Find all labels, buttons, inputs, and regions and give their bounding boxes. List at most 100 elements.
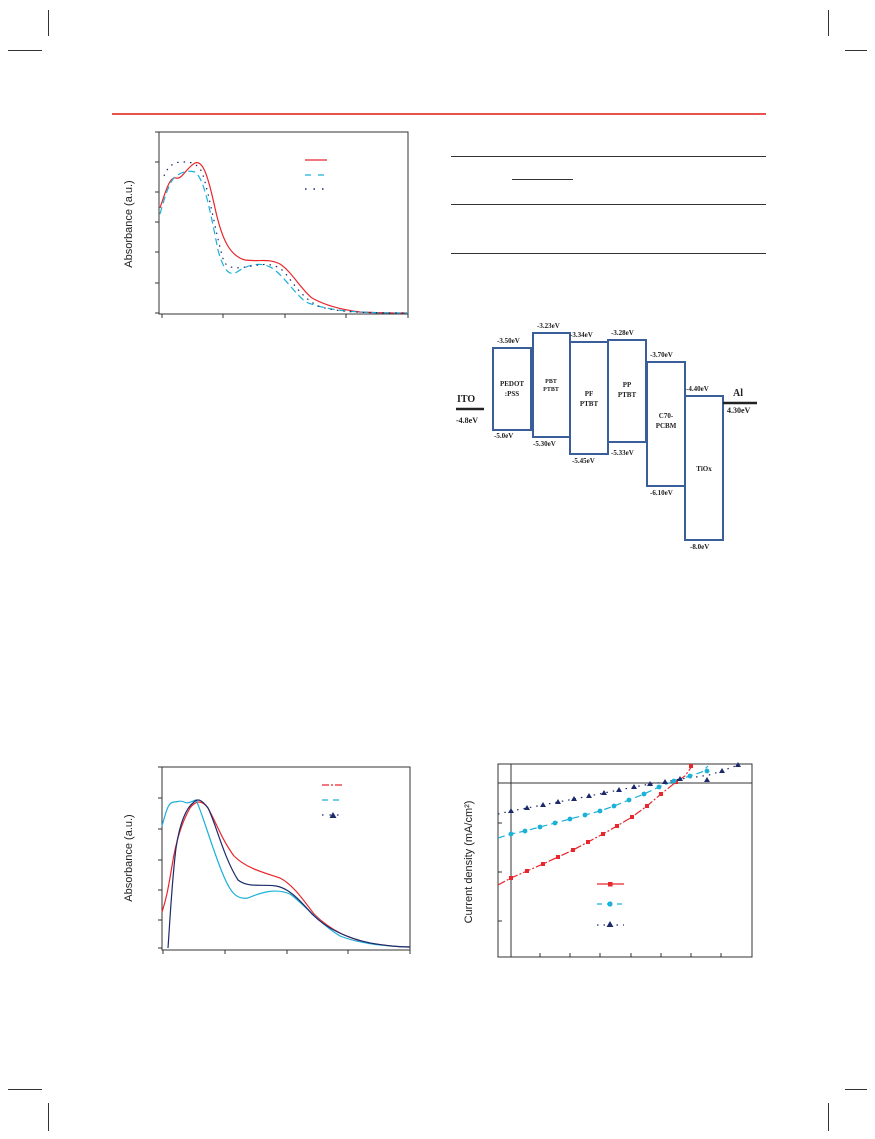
plot-frame <box>161 766 411 951</box>
series-line-cyan <box>161 799 411 948</box>
data-point <box>645 804 649 808</box>
table-rule-mid <box>451 204 766 205</box>
data-point <box>537 824 543 830</box>
data-point <box>522 828 528 834</box>
al-level-label: 4.30eV <box>727 406 751 415</box>
ito-level-label: -4.8eV <box>456 416 478 425</box>
data-point <box>571 848 575 852</box>
data-point <box>704 777 710 782</box>
data-point <box>611 803 617 809</box>
series-line-red <box>159 162 409 314</box>
x-ticks <box>162 950 411 954</box>
layer-lumo-label: -3.28eV <box>611 329 634 337</box>
data-point <box>689 764 693 768</box>
data-point <box>630 815 634 819</box>
data-point <box>735 762 741 767</box>
crop-mark <box>8 1089 42 1090</box>
data-point <box>597 808 603 814</box>
table-rule-subheader <box>512 179 573 180</box>
x-ticks <box>161 314 409 318</box>
series-line-navy <box>497 764 739 815</box>
data-point <box>586 840 590 844</box>
layer-name-line2: PTBT <box>543 387 559 393</box>
layer-box-pedot <box>492 347 532 431</box>
header-rule <box>112 113 766 115</box>
legend <box>322 784 343 818</box>
layer-name-line2: PTBT <box>618 391 637 399</box>
x-ticks <box>539 953 722 957</box>
crop-mark <box>845 50 867 51</box>
crop-mark <box>828 10 829 36</box>
y-axis-label: Current density (mA/cm²) <box>463 801 475 924</box>
data-point <box>656 784 662 790</box>
data-point <box>662 779 668 784</box>
layer-name-line1: PF <box>585 390 594 398</box>
table-rule-top <box>451 156 766 157</box>
legend <box>305 159 327 190</box>
legend-marker-circle <box>607 901 613 907</box>
layer-name-line1: TiOx <box>696 465 712 473</box>
data-point <box>677 776 683 781</box>
layer-name-line1: PBT <box>545 379 557 385</box>
layer-name-line1: C70- <box>659 412 674 420</box>
data-point <box>626 797 632 803</box>
crop-mark <box>48 1103 49 1131</box>
plot-frame <box>158 131 409 315</box>
ito-label: ITO <box>457 394 475 405</box>
data-point <box>659 792 663 796</box>
data-point <box>541 862 545 866</box>
legend-marker-triangle <box>606 921 614 927</box>
table-rule-bottom <box>451 253 766 254</box>
y-ticks <box>158 766 162 949</box>
data-point <box>540 802 546 807</box>
layer-lumo-label: -3.23eV <box>537 322 560 330</box>
layer-lumo-label: -3.70eV <box>650 351 673 359</box>
series-line-navy <box>167 799 411 949</box>
data-point <box>525 869 529 873</box>
layer-name-line2: :PSS <box>505 390 520 398</box>
data-point <box>615 824 619 828</box>
data-point <box>571 796 577 801</box>
layer-name-line1: PP <box>623 381 632 389</box>
data-point <box>719 768 725 773</box>
data-point <box>582 812 588 818</box>
data-point <box>704 768 710 774</box>
data-point <box>524 805 530 810</box>
series-line-cyan <box>497 765 709 839</box>
layer-name-line2: PTBT <box>580 400 599 408</box>
data-point <box>508 831 514 837</box>
layer-lumo-label: -3.50eV <box>497 337 520 345</box>
data-point <box>552 820 558 826</box>
legend-marker-square <box>608 882 613 887</box>
data-point <box>687 773 693 779</box>
data-point <box>671 778 677 784</box>
data-point <box>556 855 560 859</box>
y-axis-label: Absorbance (a.u.) <box>123 814 135 901</box>
y-ticks <box>498 822 502 922</box>
data-point <box>616 787 622 792</box>
data-point <box>509 876 513 880</box>
layer-name-line2: PCBM <box>656 422 677 430</box>
y-axis-label: Absorbance (a.u.) <box>123 180 135 267</box>
layer-box-tiox <box>684 395 724 541</box>
layer-name-line1: PEDOT <box>500 380 524 388</box>
layer-homo-label: -5.0eV <box>494 432 513 440</box>
al-label: Al <box>733 388 743 399</box>
layer-homo-label: -5.33eV <box>611 449 634 457</box>
layer-lumo-label: -3.34eV <box>570 331 593 339</box>
layer-homo-label: -6.10eV <box>650 489 673 497</box>
layer-homo-label: -8.0eV <box>690 543 709 551</box>
data-point <box>555 799 561 804</box>
data-point <box>601 832 605 836</box>
data-point <box>641 791 647 797</box>
layer-homo-label: -5.45eV <box>572 457 595 465</box>
layer-lumo-label: -4.40eV <box>686 385 709 393</box>
crop-mark <box>828 1103 829 1131</box>
y-ticks <box>155 131 159 314</box>
series-line-cyan <box>159 170 409 314</box>
crop-mark <box>8 50 42 51</box>
series-markers-navy <box>508 762 741 813</box>
